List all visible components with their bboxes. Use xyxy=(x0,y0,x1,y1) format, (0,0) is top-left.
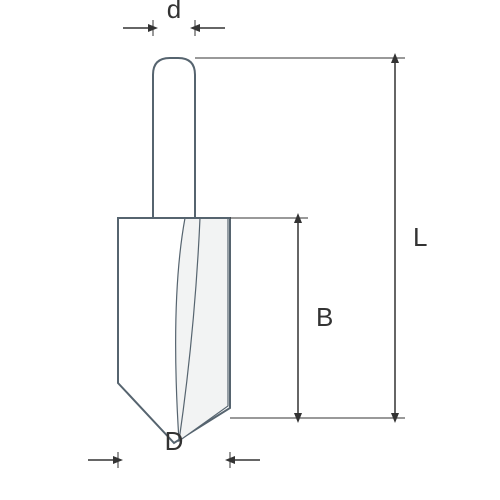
router-bit xyxy=(118,58,230,443)
dimension-B-label: B xyxy=(316,302,333,332)
dimension-D: D xyxy=(88,426,260,468)
dimension-d: d xyxy=(123,0,225,36)
dimension-D-label: D xyxy=(165,426,184,456)
dimension-d-label: d xyxy=(167,0,181,24)
shank xyxy=(153,58,195,218)
dimension-B: B xyxy=(288,218,333,418)
dimension-L: L xyxy=(385,58,427,418)
router-bit-diagram: d D B L xyxy=(0,0,500,500)
dimension-L-label: L xyxy=(413,222,427,252)
